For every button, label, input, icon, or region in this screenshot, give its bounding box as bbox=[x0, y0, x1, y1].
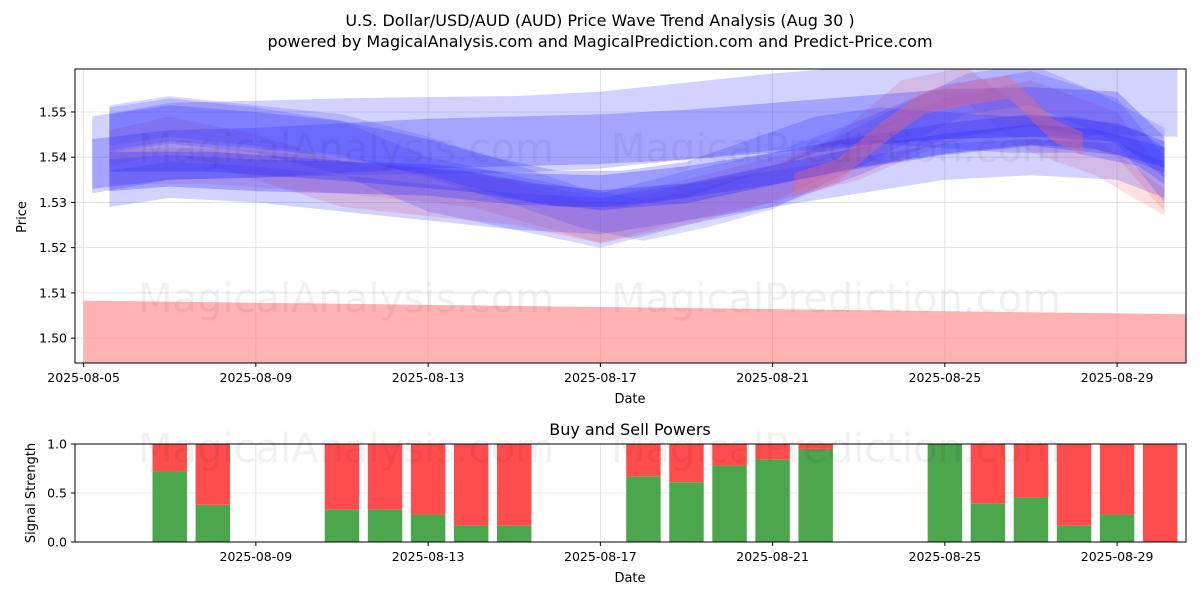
price-watermark: MagicalAnalysis.com MagicalPrediction.co… bbox=[138, 126, 1061, 322]
buy-bar bbox=[1099, 514, 1135, 542]
wave-band-blue bbox=[109, 114, 1165, 207]
wave-band-red bbox=[83, 300, 1186, 363]
signal-x-tick-label: 2025-08-29 bbox=[1081, 549, 1154, 564]
signal-x-label: Date bbox=[614, 571, 645, 586]
sell-bar bbox=[798, 444, 833, 449]
sell-bar bbox=[712, 444, 747, 466]
main-title: U.S. Dollar/USD/AUD (AUD) Price Wave Tre… bbox=[345, 11, 854, 30]
buy-bar bbox=[1013, 497, 1049, 542]
signal-x-tick-label: 2025-08-13 bbox=[392, 549, 465, 564]
price-axis-ticks: 2025-08-05 2025-08-09 2025-08-13 2025-08-17… bbox=[39, 104, 1153, 385]
sell-bar bbox=[1013, 444, 1049, 498]
signal-x-tick-label: 2025-08-25 bbox=[909, 549, 982, 564]
signal-axis-ticks: 2025-08-09 2025-08-13 2025-08-17 2025-08-21… bbox=[47, 437, 1153, 565]
buy-bar bbox=[970, 503, 1006, 542]
buy-bar bbox=[1056, 525, 1092, 542]
sell-bar bbox=[152, 444, 187, 472]
buy-bar bbox=[410, 514, 446, 542]
price-y-tick-label: 1.51 bbox=[39, 285, 67, 300]
sell-bar bbox=[970, 444, 1006, 504]
wave-band-blue bbox=[109, 105, 1165, 207]
sell-bar bbox=[1099, 444, 1135, 515]
signal-x-tick-label: 2025-08-21 bbox=[736, 549, 809, 564]
sell-bar bbox=[755, 444, 790, 460]
price-y-label: Price bbox=[15, 201, 30, 233]
buy-bar bbox=[755, 459, 790, 542]
signal-title: Buy and Sell Powers bbox=[549, 420, 711, 439]
wave-band-red bbox=[109, 80, 1165, 244]
buy-bar bbox=[669, 482, 704, 542]
price-x-tick-label: 2025-08-25 bbox=[909, 370, 982, 385]
watermark-analysis: MagicalAnalysis.com bbox=[138, 126, 554, 172]
price-x-tick-label: 2025-08-05 bbox=[47, 370, 120, 385]
price-x-tick-label: 2025-08-09 bbox=[220, 370, 293, 385]
sell-bar bbox=[1142, 444, 1178, 542]
price-wave-bands bbox=[83, 69, 1186, 363]
signal-x-tick-label: 2025-08-09 bbox=[220, 549, 293, 564]
price-plot-frame bbox=[74, 68, 1187, 364]
watermark-prediction-2: MagicalPrediction.com bbox=[611, 276, 1061, 322]
sell-bar bbox=[195, 444, 231, 505]
price-y-tick-label: 1.50 bbox=[39, 331, 67, 346]
buy-bar bbox=[927, 444, 963, 542]
wave-band-blue bbox=[92, 87, 1165, 189]
buy-bar bbox=[626, 476, 661, 542]
buy-bar bbox=[367, 509, 403, 542]
price-y-tick-label: 1.53 bbox=[39, 195, 67, 210]
price-x-tick-label: 2025-08-29 bbox=[1081, 370, 1154, 385]
sell-bar bbox=[324, 444, 360, 510]
price-x-tick-label: 2025-08-13 bbox=[392, 370, 465, 385]
sell-bar bbox=[669, 444, 704, 483]
main-subtitle: powered by MagicalAnalysis.com and Magic… bbox=[267, 32, 932, 51]
watermark-prediction-3: MagicalPrediction.com bbox=[611, 426, 1061, 472]
price-x-tick-label: 2025-08-17 bbox=[564, 370, 637, 385]
wave-band-red bbox=[109, 69, 1165, 244]
price-y-tick-label: 1.52 bbox=[39, 240, 67, 255]
price-y-tick-label: 1.55 bbox=[39, 104, 67, 119]
sell-bar bbox=[497, 444, 532, 526]
sell-bar bbox=[367, 444, 403, 510]
buy-bar bbox=[152, 471, 187, 542]
wave-band-blue bbox=[109, 69, 1165, 241]
signal-x-tick-label: 2025-08-17 bbox=[564, 549, 637, 564]
signal-y-label: Signal Strength bbox=[24, 443, 39, 543]
buy-bar bbox=[195, 504, 231, 542]
signal-bars bbox=[152, 444, 1178, 542]
signal-y-tick-label: 0.0 bbox=[47, 535, 67, 550]
wave-band-blue bbox=[109, 139, 1165, 235]
watermark-analysis-2: MagicalAnalysis.com bbox=[138, 276, 554, 322]
wave-band-red bbox=[794, 75, 1083, 196]
buy-bar bbox=[324, 509, 360, 542]
wave-band-blue bbox=[109, 124, 1165, 211]
buy-bar bbox=[453, 525, 489, 542]
signal-y-tick-label: 1.0 bbox=[47, 437, 67, 452]
price-y-tick-label: 1.54 bbox=[39, 150, 67, 165]
wave-band-blue bbox=[92, 69, 1178, 194]
signal-watermark: MagicalAnalysis.com MagicalPrediction.co… bbox=[138, 426, 1061, 472]
buy-bar bbox=[712, 465, 747, 542]
wave-band-blue bbox=[109, 71, 1165, 248]
price-grid bbox=[75, 69, 1186, 363]
price-x-tick-label: 2025-08-21 bbox=[736, 370, 809, 385]
watermark-analysis-3: MagicalAnalysis.com bbox=[138, 426, 554, 472]
price-x-label: Date bbox=[614, 392, 645, 407]
sell-bar bbox=[410, 444, 446, 515]
signal-y-tick-label: 0.5 bbox=[47, 486, 67, 501]
buy-bar bbox=[798, 448, 833, 542]
sell-bar bbox=[1056, 444, 1092, 526]
watermark-prediction: MagicalPrediction.com bbox=[611, 126, 1061, 172]
buy-bar bbox=[497, 525, 532, 542]
sell-bar bbox=[626, 444, 661, 477]
sell-bar bbox=[453, 444, 489, 526]
